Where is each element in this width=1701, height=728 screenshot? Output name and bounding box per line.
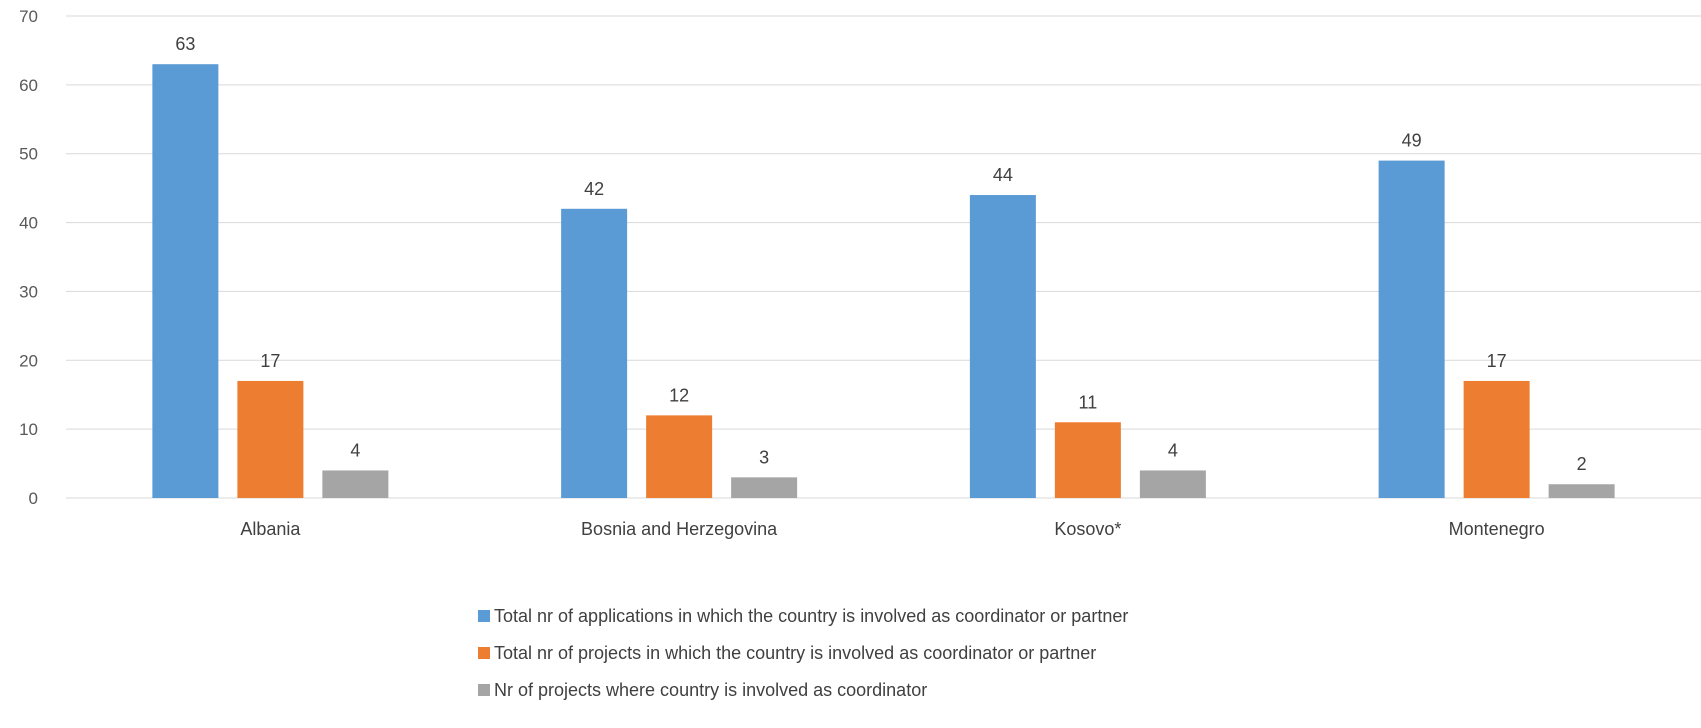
data-labels: 63 17 4 42 12 3 44 11 4 49 17 2 [175,34,1586,474]
data-label: 44 [993,165,1013,185]
data-label: 12 [669,385,689,405]
legend-label: Total nr of projects in which the countr… [494,642,1097,663]
legend-swatch [478,610,490,622]
legend-item: Total nr of projects in which the countr… [478,643,1128,663]
legend: Total nr of applications in which the co… [478,606,1128,717]
bar-chart: 0 10 20 30 40 50 60 70 63 17 4 42 12 3 44 11 4 49 17 2 Alb… [19,7,1701,539]
legend-item: Nr of projects where country is involved… [478,680,1128,700]
gridlines [66,15,1701,499]
bar [1054,422,1121,498]
y-tick-label: 60 [19,76,38,95]
data-label: 49 [1402,131,1422,151]
x-category-label: Montenegro [1449,519,1545,539]
data-label: 42 [584,179,604,199]
bar [731,477,798,498]
y-tick-label: 20 [19,351,38,370]
bar [646,415,713,498]
y-tick-label: 0 [29,489,38,508]
y-tick-label: 70 [19,7,38,26]
data-label: 4 [1168,440,1178,460]
bar [1378,160,1445,498]
legend-label: Nr of projects where country is involved… [494,679,928,700]
data-label: 4 [350,440,360,460]
legend-swatch [478,684,490,696]
x-category-label: Albania [240,519,301,539]
bar [969,195,1036,498]
bar [1548,484,1615,498]
legend-label: Total nr of applications in which the co… [494,605,1129,626]
bar [1139,470,1206,498]
x-category-label: Kosovo* [1054,519,1121,539]
bar [152,64,219,498]
data-label: 2 [1577,454,1587,474]
x-category-label: Bosnia and Herzegovina [581,519,778,539]
data-label: 17 [260,351,280,371]
data-label: 11 [1079,392,1098,412]
y-tick-label: 10 [19,420,38,439]
x-axis-category-labels: Albania Bosnia and Herzegovina Kosovo* Mont… [240,519,1544,539]
legend-swatch [478,647,490,659]
y-tick-label: 30 [19,282,38,301]
y-axis-tick-labels: 0 10 20 30 40 50 60 70 [19,7,38,508]
data-label: 17 [1487,351,1507,371]
bars [152,64,1615,499]
data-label: 3 [759,447,769,467]
bar [561,208,628,499]
legend-item: Total nr of applications in which the co… [478,606,1128,626]
y-tick-label: 50 [19,145,38,164]
bar [1463,380,1530,498]
bar [237,380,304,498]
y-tick-label: 40 [19,214,38,233]
data-label: 63 [175,34,195,54]
bar [322,470,389,498]
